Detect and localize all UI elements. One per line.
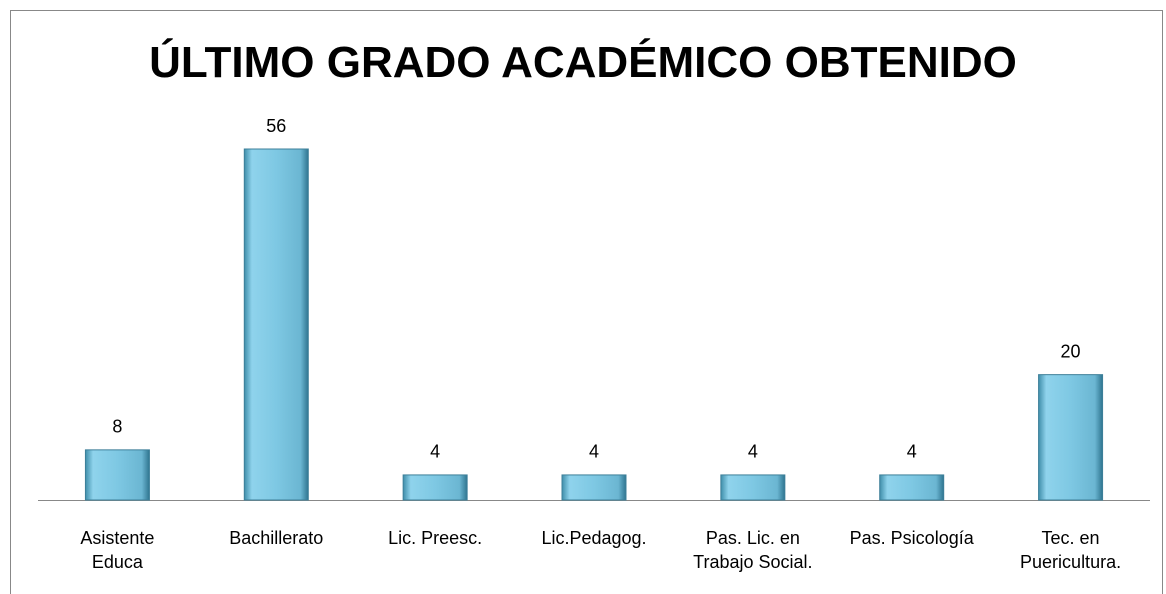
- x-tick-label: Asistente Educa: [80, 528, 155, 572]
- chart-border: [10, 10, 1163, 594]
- data-label: 4: [907, 442, 917, 462]
- bar: [84, 449, 150, 501]
- bar: [561, 474, 627, 501]
- bar: [402, 474, 468, 501]
- x-tick-label: Pas. Lic. en Trabajo Social.: [693, 528, 813, 572]
- data-label: 4: [589, 442, 599, 462]
- bar: [1038, 374, 1104, 501]
- bar: [879, 474, 945, 501]
- x-tick-label: Bachillerato: [229, 528, 324, 548]
- data-label: 20: [1061, 341, 1081, 361]
- x-tick-label: Lic.Pedagog.: [541, 528, 647, 548]
- bar: [243, 148, 309, 501]
- data-label: 4: [748, 442, 758, 462]
- x-tick-label: Pas. Psicología: [849, 528, 974, 548]
- data-label: 56: [266, 116, 286, 136]
- data-label: 8: [112, 417, 122, 437]
- chart-title: ÚLTIMO GRADO ACADÉMICO OBTENIDO: [149, 38, 1017, 87]
- x-tick-label: Lic. Preesc.: [388, 528, 483, 548]
- x-tick-label: Tec. en Puericultura.: [1020, 528, 1122, 572]
- bar: [720, 474, 786, 501]
- data-label: 4: [430, 442, 440, 462]
